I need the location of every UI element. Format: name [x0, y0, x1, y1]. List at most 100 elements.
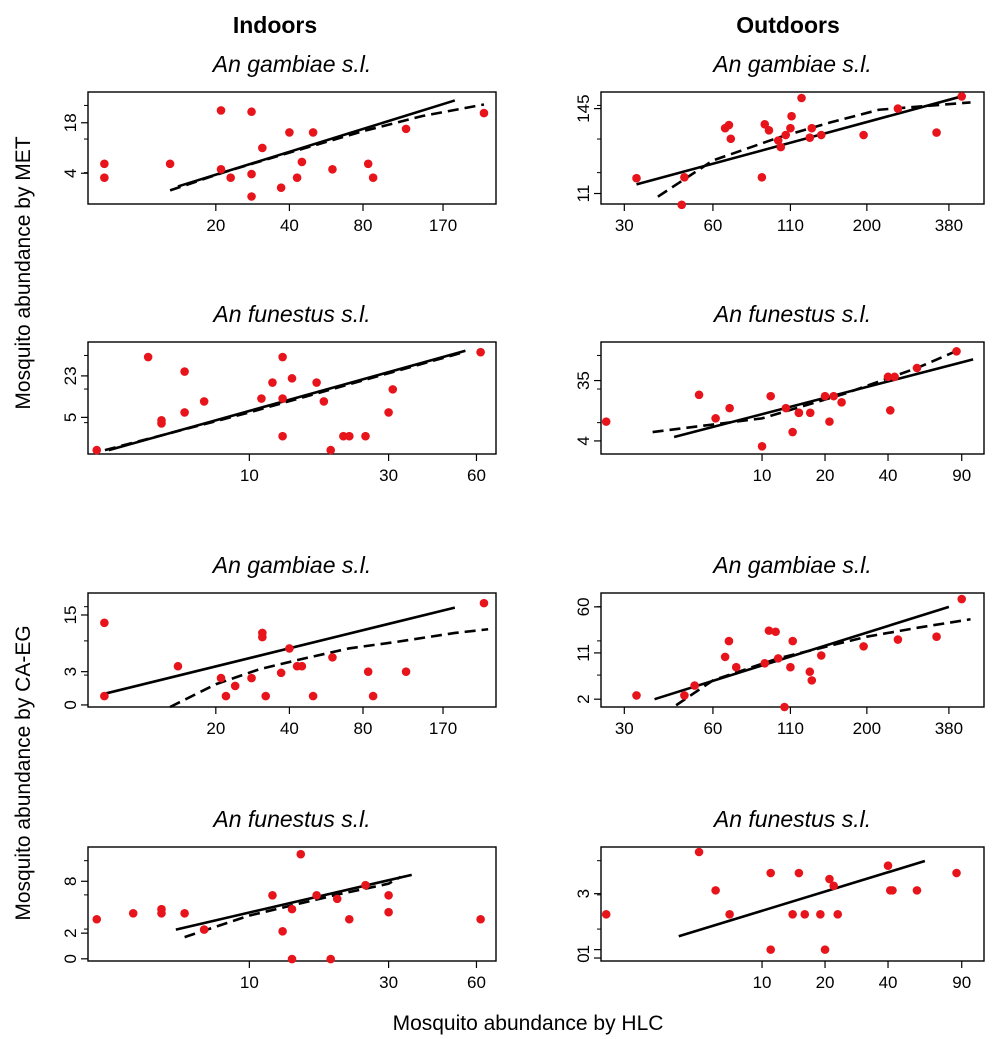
- fit-line-dashed: [657, 101, 971, 198]
- data-point: [781, 130, 790, 140]
- data-point: [476, 347, 485, 357]
- data-point: [805, 667, 815, 677]
- data-point: [285, 128, 294, 137]
- data-point: [276, 183, 286, 193]
- data-point: [773, 654, 783, 663]
- data-point: [308, 128, 318, 137]
- panel-title: An gambiae s.l.: [711, 552, 872, 578]
- y-axis-label-top: Mosquito abundance by MET: [12, 136, 35, 409]
- data-point: [476, 914, 485, 924]
- x-tick-label: 60: [467, 466, 486, 485]
- x-tick-label: 110: [777, 719, 804, 738]
- data-point: [731, 662, 741, 672]
- data-point: [788, 427, 797, 437]
- data-point: [781, 403, 791, 413]
- x-tick-label: 20: [206, 216, 225, 235]
- panel-title: An gambiae s.l.: [711, 51, 872, 77]
- data-point: [720, 652, 730, 662]
- y-tick-label: 4: [61, 169, 80, 178]
- data-point: [766, 868, 775, 878]
- y-tick-label: 0: [574, 953, 593, 962]
- data-point: [788, 636, 798, 646]
- panel-outdoors-ca-eg-7: An funestus s.l. 10 20 40 90 01 3: [574, 806, 985, 992]
- data-point: [771, 627, 780, 637]
- data-point: [957, 92, 967, 101]
- data-point: [312, 891, 321, 900]
- plot-frame: [87, 91, 497, 205]
- data-point: [725, 403, 734, 413]
- data-point: [694, 390, 704, 400]
- data-point: [258, 632, 267, 642]
- data-point: [287, 374, 297, 383]
- panel-title: An funestus s.l.: [712, 301, 871, 327]
- y-tick-label: 145: [574, 94, 593, 122]
- data-point: [384, 891, 393, 900]
- data-point: [285, 644, 294, 653]
- data-point: [216, 106, 226, 115]
- data-point: [883, 372, 893, 382]
- data-point: [180, 908, 189, 918]
- x-tick-label: 10: [753, 466, 772, 485]
- data-point: [363, 667, 373, 676]
- data-point: [883, 861, 893, 870]
- data-point: [326, 445, 336, 455]
- x-tick-label: 380: [935, 216, 963, 235]
- data-point: [368, 691, 378, 701]
- plot-frame: [600, 846, 985, 962]
- data-point: [680, 691, 689, 700]
- data-point: [786, 662, 795, 672]
- y-tick-label: 2: [61, 928, 80, 937]
- x-tick-label: 30: [615, 216, 634, 235]
- fit-line-solid: [104, 606, 456, 696]
- data-point: [833, 910, 843, 919]
- data-point: [388, 385, 398, 394]
- plot-frame: [600, 341, 985, 455]
- x-tick-label: 30: [615, 719, 634, 738]
- x-axis-label: Mosquito abundance by HLC: [393, 1012, 664, 1035]
- y-tick-label: 2: [574, 694, 593, 703]
- y-tick-label: 3: [574, 889, 593, 898]
- panel-indoors-ca-eg-6: An funestus s.l. 10 30 60 0 2 8: [61, 806, 497, 992]
- data-point: [278, 394, 287, 403]
- plot-frame: [600, 91, 985, 205]
- x-tick-label: 200: [853, 719, 881, 738]
- y-tick-label: 15: [61, 606, 80, 625]
- y-tick-label: 0: [61, 954, 80, 963]
- data-point: [261, 691, 271, 701]
- panel-outdoors-ca-eg-5: An gambiae s.l. 30 60 110 200 380 2 11 60: [574, 552, 985, 738]
- data-point: [780, 702, 789, 712]
- data-point: [724, 120, 734, 130]
- data-point: [344, 431, 354, 441]
- data-point: [328, 164, 337, 174]
- x-tick-label: 170: [429, 216, 457, 235]
- x-tick-label: 90: [952, 973, 971, 992]
- data-point: [278, 352, 287, 362]
- data-point: [816, 130, 826, 140]
- data-point: [932, 128, 941, 137]
- x-tick-label: 80: [354, 216, 373, 235]
- data-point: [888, 886, 897, 895]
- data-point: [257, 394, 266, 403]
- data-point: [258, 143, 267, 153]
- data-point: [368, 173, 378, 183]
- data-point: [268, 378, 277, 387]
- x-tick-label: 10: [240, 973, 259, 992]
- panel-title: An funestus s.l.: [211, 806, 370, 832]
- data-point: [297, 157, 307, 167]
- data-point: [757, 172, 767, 182]
- data-point: [776, 142, 786, 152]
- y-tick-label: 18: [61, 113, 80, 132]
- x-tick-label: 40: [280, 216, 299, 235]
- x-tick-label: 170: [429, 719, 457, 738]
- data-point: [401, 667, 411, 676]
- data-point: [339, 431, 348, 441]
- data-point: [893, 104, 903, 113]
- x-tick-label: 380: [935, 719, 963, 738]
- y-tick-label: 60: [574, 597, 593, 616]
- data-point: [165, 159, 175, 169]
- data-point: [632, 691, 641, 700]
- x-tick-label: 60: [467, 973, 486, 992]
- data-point: [287, 954, 297, 964]
